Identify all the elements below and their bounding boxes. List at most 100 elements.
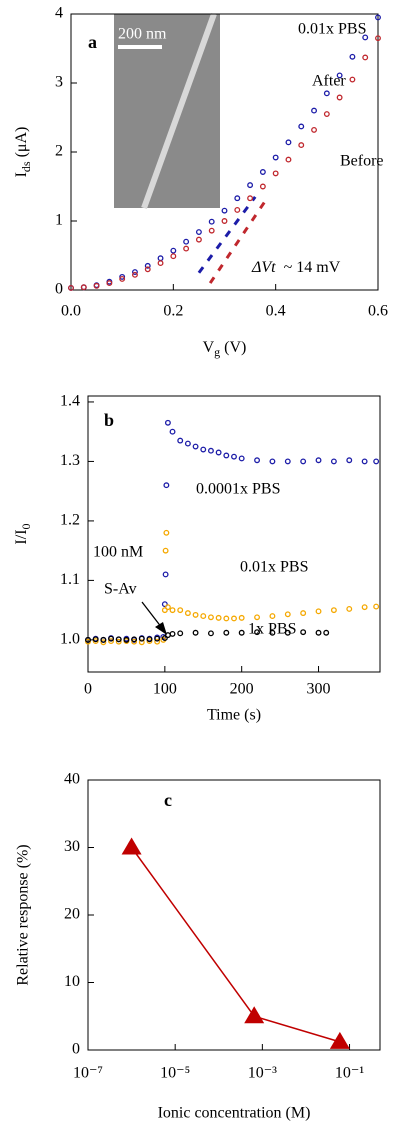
annotation: 0.01x PBS (298, 21, 366, 38)
x-tick-label: 10⁻⁵ (160, 1065, 190, 1082)
data-point (315, 608, 322, 615)
data-point (323, 90, 330, 97)
data-point (254, 614, 261, 621)
data-point (132, 271, 138, 278)
data-point (146, 636, 153, 643)
data-point (154, 638, 161, 645)
y-tick-label: 1.0 (60, 631, 80, 648)
x-tick-label: 0.6 (368, 303, 388, 320)
data-point (298, 123, 305, 130)
x-tick-label: 300 (307, 681, 331, 698)
y-axis-label-base: I (13, 172, 30, 177)
data-point (163, 529, 170, 536)
data-point (373, 603, 380, 610)
data-point (315, 457, 322, 464)
y-tick-label: 4 (55, 5, 63, 22)
series-label: 1x PBS (248, 621, 296, 638)
y-tick-label: 1.2 (60, 512, 80, 529)
data-point (177, 630, 184, 637)
data-point (375, 35, 381, 42)
data-point (247, 195, 254, 202)
data-point (272, 170, 279, 177)
y-axis-label-base: I/I (13, 529, 30, 544)
y-tick-label: 2 (55, 143, 63, 160)
data-point (238, 629, 245, 636)
data-point (177, 607, 184, 614)
x-tick-label: 0.2 (163, 303, 183, 320)
series-label: 0.01x PBS (240, 559, 308, 576)
y-tick-label: 1 (55, 212, 63, 229)
data-point (285, 139, 292, 146)
x-tick-label: 0.4 (266, 303, 286, 320)
x-axis-label: Time (s) (207, 707, 261, 724)
fit-line (208, 196, 270, 284)
data-point (373, 458, 380, 465)
data-point (200, 446, 207, 453)
plot-frame (87, 779, 381, 1051)
data-point (80, 284, 87, 291)
arrow-shaft (141, 601, 163, 629)
y-tick-label: 1.4 (60, 393, 80, 410)
data-point (298, 142, 305, 149)
data-point (68, 284, 74, 291)
y-axis-label-rest: (μA) (13, 127, 30, 162)
fit-line (197, 195, 257, 274)
data-point (119, 273, 126, 280)
y-tick-label: 10 (64, 973, 80, 990)
arrow-head (155, 622, 167, 635)
series-label: After (312, 73, 346, 90)
data-point (375, 14, 381, 21)
annotation: 100 nM (93, 544, 143, 561)
data-point (234, 195, 241, 202)
x-axis-label: Ionic concentration (M) (158, 1105, 311, 1122)
data-point (162, 571, 169, 578)
data-point (144, 266, 151, 273)
data-point (311, 107, 317, 114)
nanowire (141, 12, 217, 210)
data-point (169, 428, 176, 435)
data-point (361, 458, 368, 465)
data-point (192, 443, 199, 450)
data-point (131, 636, 138, 643)
y-axis-label: Ids (μA) (13, 127, 33, 178)
data-point (85, 636, 91, 643)
data-point (170, 247, 177, 254)
y-tick-label: 20 (64, 906, 80, 923)
panel-label: c (164, 790, 172, 810)
x-tick-label: 10⁻⁷ (73, 1065, 103, 1082)
data-point (311, 126, 317, 133)
data-point (195, 236, 202, 243)
data-point (108, 638, 115, 645)
data-point (330, 607, 337, 614)
y-axis-label: Relative response (%) (15, 844, 32, 985)
data-point (215, 449, 222, 456)
data-point (247, 182, 254, 189)
data-point (349, 53, 356, 60)
data-point (183, 245, 190, 252)
y-axis-label-sub: 0 (19, 523, 33, 529)
data-point (115, 636, 122, 643)
data-point (183, 238, 190, 245)
y-tick-label: 1.1 (60, 571, 80, 588)
data-point (144, 262, 151, 269)
data-point (207, 630, 214, 637)
delta-annotation: ΔVt ~ 14 mV (251, 259, 341, 276)
data-point (163, 482, 170, 489)
data-point (131, 638, 138, 645)
data-point (259, 169, 266, 175)
y-tick-label: 30 (64, 838, 80, 855)
data-point (361, 604, 368, 611)
data-point (161, 607, 168, 614)
data-point (132, 269, 138, 276)
data-point (108, 635, 115, 642)
y-tick-label: 3 (55, 74, 63, 91)
data-point (184, 440, 191, 447)
data-point (169, 607, 176, 614)
y-axis-label: I/I0 (13, 523, 33, 544)
y-tick-label: 40 (64, 771, 80, 788)
data-point (157, 255, 164, 262)
x-tick-label: 0 (84, 681, 92, 698)
series-label: Before (340, 153, 384, 170)
